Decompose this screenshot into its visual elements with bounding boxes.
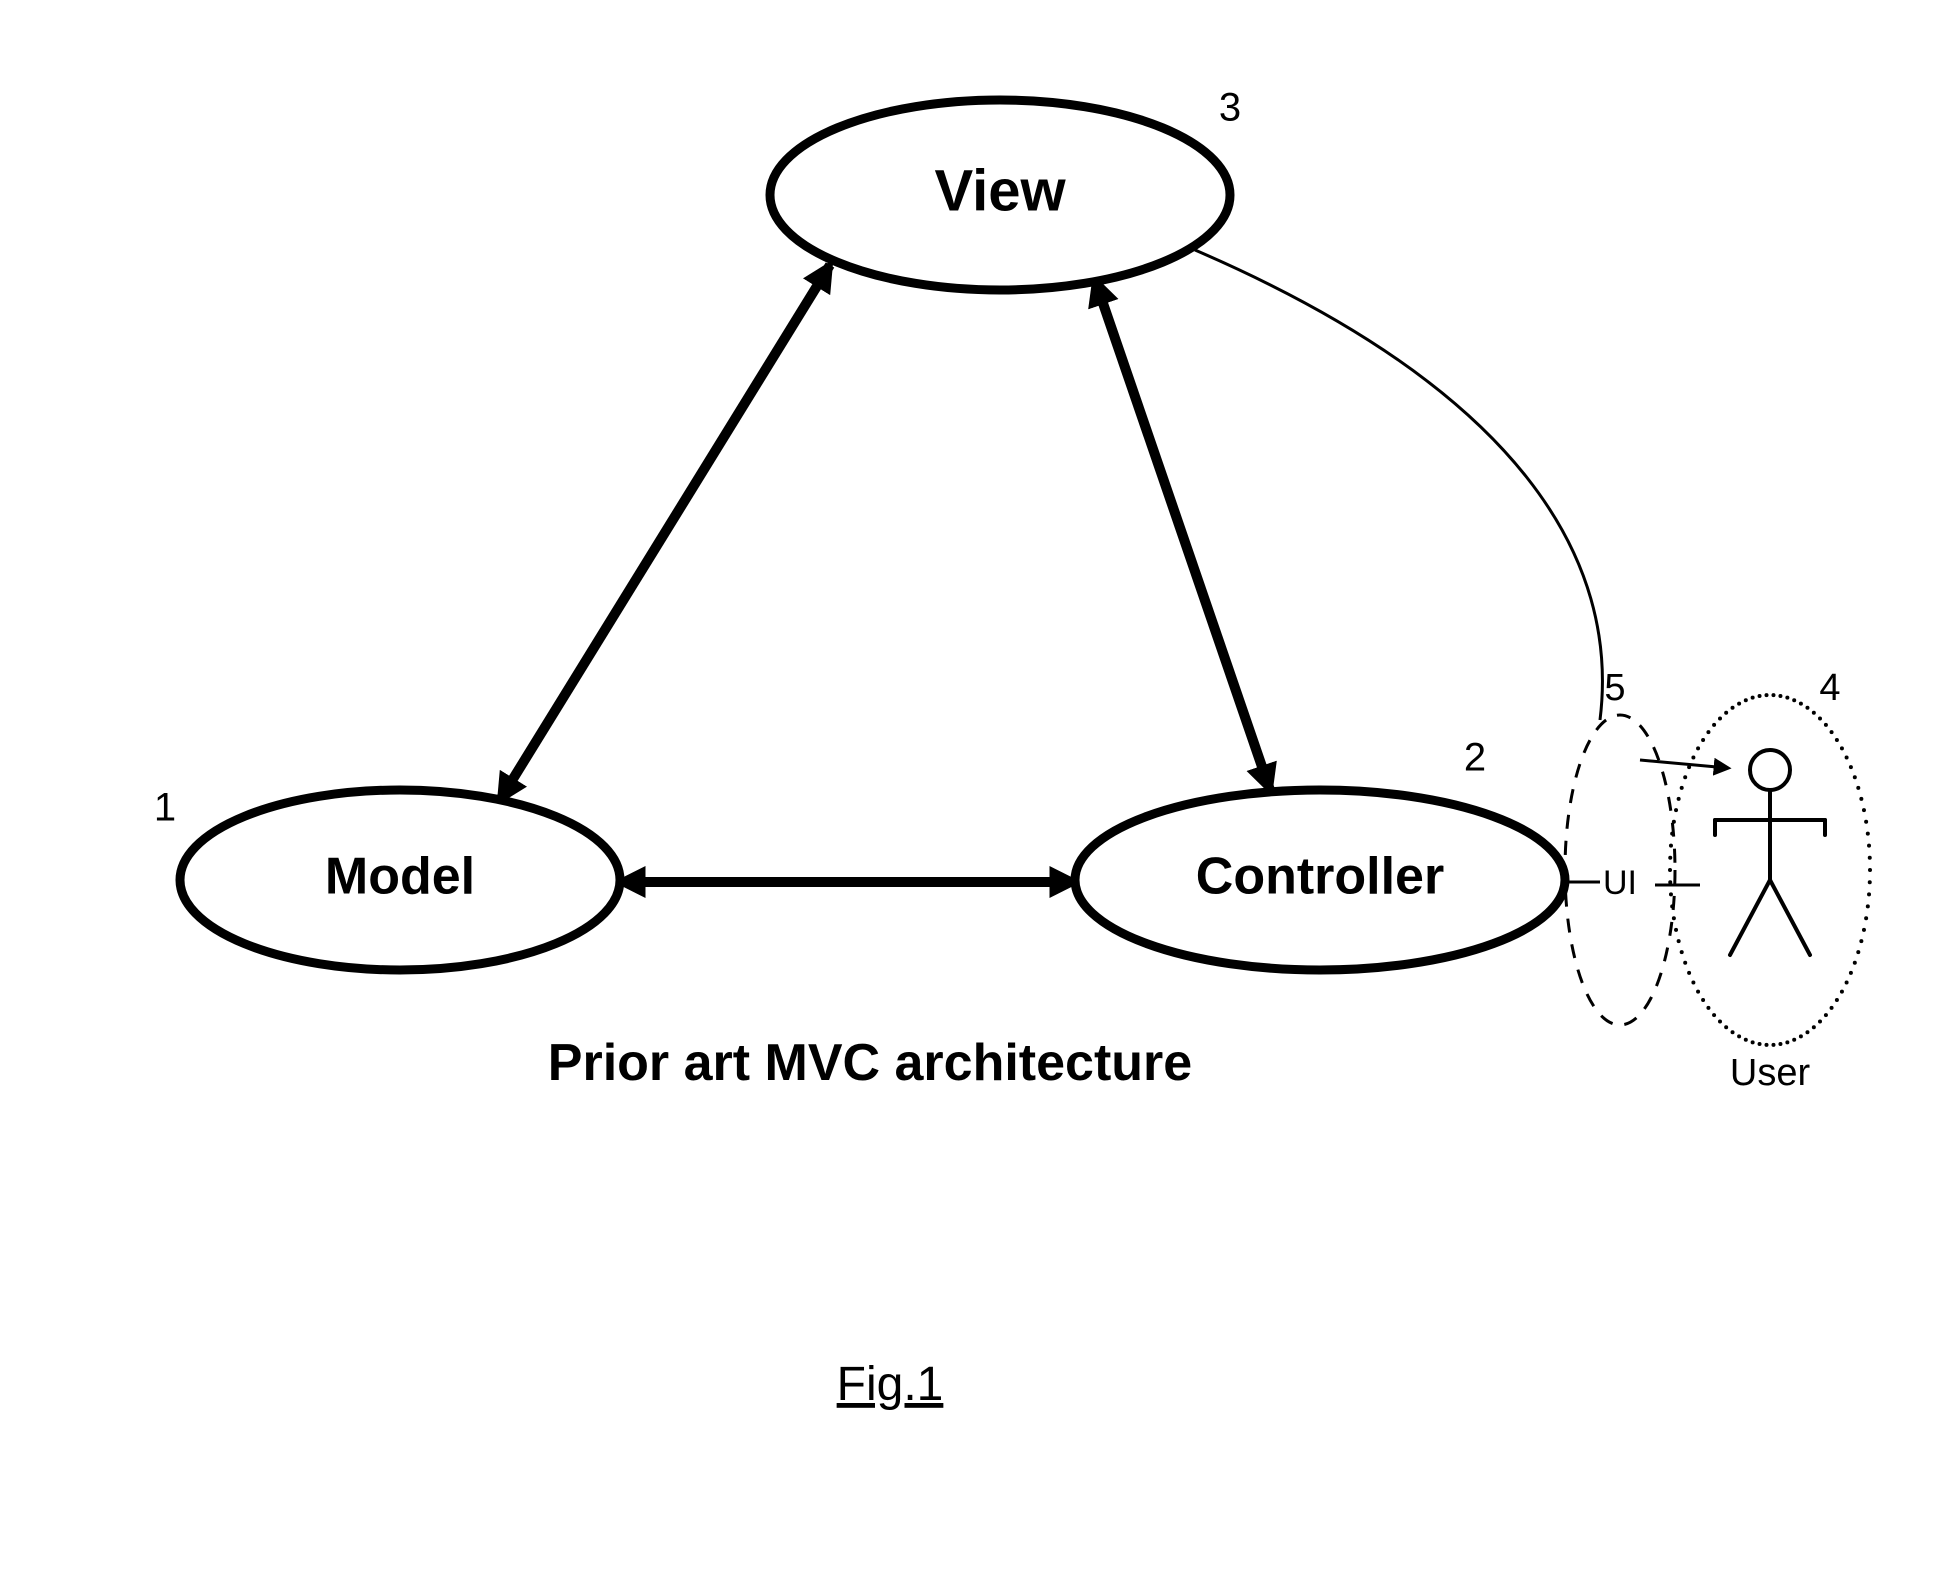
edge-ui-user-top	[1640, 760, 1728, 768]
edge-view-ui	[1195, 250, 1602, 720]
node-view-num: 3	[1219, 86, 1241, 130]
node-model-label: Model	[325, 848, 475, 906]
node-user-label: User	[1730, 1052, 1811, 1094]
node-user-num: 4	[1819, 667, 1840, 709]
figure-label: Fig.1	[837, 1358, 944, 1411]
node-controller-label: Controller	[1196, 848, 1444, 906]
edge-view-model	[500, 265, 830, 800]
diagram-caption: Prior art MVC architecture	[548, 1034, 1192, 1092]
node-view-label: View	[934, 158, 1066, 223]
edge-view-controller	[1095, 280, 1270, 790]
node-ui-num: 5	[1604, 667, 1625, 709]
stick-figure-icon	[1715, 750, 1825, 955]
node-ui-label: UI	[1603, 864, 1637, 902]
node-controller-num: 2	[1464, 736, 1486, 780]
node-model-num: 1	[154, 786, 176, 830]
diagram-canvas: View 3 Model 1 Controller 2 UI 5 User 4 …	[0, 0, 1948, 1576]
